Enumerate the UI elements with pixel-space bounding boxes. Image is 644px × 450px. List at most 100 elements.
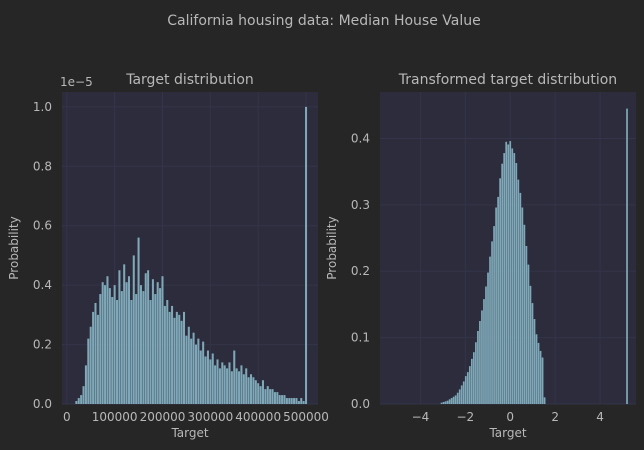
histogram-bar bbox=[266, 386, 269, 404]
histogram-bar bbox=[505, 141, 508, 404]
histogram-bar bbox=[509, 141, 512, 404]
histogram-bar bbox=[525, 246, 528, 404]
histogram-bar bbox=[132, 255, 135, 404]
x-tick-label: 4 bbox=[596, 410, 604, 424]
histogram-bar bbox=[142, 291, 145, 404]
histogram-bar bbox=[116, 300, 119, 404]
y-tick-label: 0.2 bbox=[33, 338, 52, 352]
histogram-bar bbox=[254, 380, 257, 404]
histogram-bar bbox=[159, 288, 162, 404]
histogram-bar bbox=[466, 372, 469, 404]
histogram-bar bbox=[178, 314, 181, 404]
histogram-bar bbox=[497, 196, 499, 404]
histogram-bar bbox=[285, 398, 288, 404]
x-tick-label: 100000 bbox=[92, 410, 138, 424]
histogram-bar bbox=[156, 282, 159, 404]
histogram-bar bbox=[290, 398, 293, 404]
histogram-bar bbox=[211, 353, 214, 404]
y-tick-labels: 0.0 0.2 0.4 0.6 0.8 1.0 bbox=[33, 100, 52, 411]
histogram-bar bbox=[228, 362, 231, 404]
histogram-bar bbox=[199, 350, 202, 404]
x-tick-label: 500000 bbox=[283, 410, 329, 424]
histogram-bar bbox=[271, 389, 274, 404]
histogram-bar bbox=[218, 368, 221, 404]
histogram-bar bbox=[77, 398, 80, 404]
histogram-bar bbox=[261, 380, 264, 404]
histogram-bar bbox=[531, 303, 534, 404]
histogram-bar bbox=[517, 179, 520, 404]
histogram-bar bbox=[458, 389, 461, 404]
histogram-bar bbox=[541, 357, 544, 404]
histogram-bar bbox=[513, 153, 516, 404]
histogram-bar bbox=[89, 326, 92, 404]
histogram-bar bbox=[273, 392, 276, 404]
histogram-bar bbox=[485, 286, 487, 404]
y-tick-label: 0.0 bbox=[351, 397, 370, 411]
histogram-bar bbox=[161, 276, 164, 404]
histogram-bar bbox=[293, 398, 296, 404]
histogram-bar bbox=[507, 144, 510, 404]
histogram-bar bbox=[197, 338, 200, 404]
axes-target-distribution: 0 100000 200000 300000 400000 500000 0.00.20.… bbox=[7, 72, 329, 440]
histogram-bar bbox=[94, 302, 97, 404]
histogram-bar bbox=[171, 305, 174, 404]
histogram-bar bbox=[511, 148, 514, 404]
histogram-bar bbox=[487, 272, 489, 404]
x-tick-label: 400000 bbox=[235, 410, 281, 424]
histogram-bar bbox=[99, 294, 102, 404]
histogram-bar bbox=[180, 320, 183, 404]
histogram-bar bbox=[252, 377, 255, 404]
histogram-bar bbox=[269, 389, 272, 404]
histogram-bar bbox=[442, 402, 445, 404]
histogram-bar bbox=[238, 371, 241, 404]
histogram-bar bbox=[106, 276, 109, 404]
histogram-bars bbox=[75, 106, 308, 404]
histogram-bar bbox=[259, 386, 262, 404]
histogram-bar bbox=[223, 365, 226, 404]
histogram-bar bbox=[264, 389, 267, 404]
histogram-bar bbox=[495, 207, 497, 404]
histogram-bar bbox=[305, 106, 308, 404]
histogram-bar bbox=[297, 401, 300, 404]
axes-title: Target distribution bbox=[125, 72, 254, 88]
histogram-bar bbox=[440, 402, 443, 404]
histogram-bar bbox=[87, 338, 90, 404]
histogram-bar bbox=[519, 192, 522, 404]
histogram-bar bbox=[104, 285, 107, 404]
histogram-bar bbox=[454, 395, 457, 404]
histogram-bar bbox=[173, 317, 176, 404]
histogram-bar bbox=[448, 399, 451, 404]
histogram-bar bbox=[276, 392, 279, 404]
histogram-bar bbox=[183, 311, 186, 404]
histogram-bar bbox=[149, 300, 152, 404]
x-tick-label: 2 bbox=[551, 410, 559, 424]
y-tick-label: 0.4 bbox=[33, 278, 52, 292]
histogram-bar bbox=[300, 398, 303, 404]
histogram-bar bbox=[281, 395, 284, 404]
histogram-bar bbox=[125, 282, 128, 404]
y-axis-label: Probability bbox=[7, 216, 21, 279]
axes-transformed-target-distribution: −4 −2 0 2 4 0.0 0.1 0.2 0.3 0.4 Transformed targ… bbox=[325, 72, 636, 440]
y-tick-label: 0.2 bbox=[351, 264, 370, 278]
histogram-bar bbox=[214, 365, 217, 404]
histogram-bar bbox=[452, 396, 455, 404]
x-tick-label: 0 bbox=[506, 410, 514, 424]
histogram-bar bbox=[245, 368, 248, 404]
histogram-bar bbox=[533, 319, 536, 404]
y-tick-label: 0.1 bbox=[351, 331, 370, 345]
histogram-bar bbox=[537, 342, 540, 404]
histogram-bar bbox=[118, 270, 121, 404]
histogram-bar bbox=[135, 294, 138, 404]
x-tick-label: 0 bbox=[63, 410, 71, 424]
histogram-bar bbox=[230, 371, 233, 404]
y-tick-label: 0.4 bbox=[351, 131, 370, 145]
histogram-bar bbox=[113, 285, 116, 404]
y-tick-label: 0.0 bbox=[33, 397, 52, 411]
histogram-bar bbox=[206, 350, 209, 404]
histogram-bars bbox=[440, 108, 628, 405]
x-tick-label: 200000 bbox=[140, 410, 186, 424]
histogram-bar bbox=[120, 291, 123, 404]
histogram-bar bbox=[477, 330, 479, 404]
histogram-bar bbox=[539, 350, 542, 404]
histogram-bar bbox=[249, 374, 253, 404]
